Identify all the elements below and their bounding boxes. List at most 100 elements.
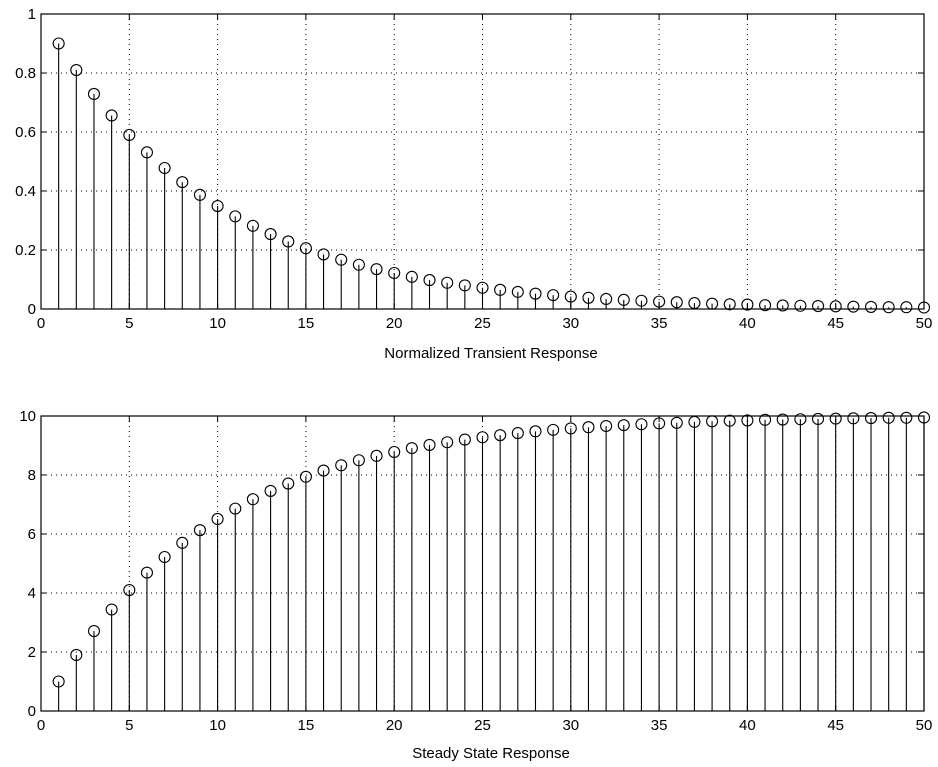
steady-state-marker bbox=[441, 436, 454, 449]
steady-state-marker bbox=[864, 412, 878, 425]
steady-state-marker bbox=[176, 536, 189, 549]
transient-marker bbox=[476, 281, 489, 294]
transient-marker bbox=[52, 37, 65, 50]
transient-marker bbox=[582, 291, 595, 304]
transient-marker bbox=[847, 300, 860, 313]
steady-state-marker bbox=[123, 583, 136, 597]
transient-marker bbox=[405, 270, 418, 283]
steady-state-marker bbox=[70, 648, 83, 662]
transient-marker bbox=[741, 298, 754, 311]
steady-state-xlabel: Steady State Response bbox=[412, 745, 570, 762]
steady-state-marker bbox=[299, 470, 312, 483]
transient-marker bbox=[529, 287, 542, 300]
steady-state-xtick-label: 30 bbox=[562, 717, 579, 734]
steady-state-marker bbox=[476, 431, 489, 444]
steady-state-marker bbox=[847, 412, 860, 425]
steady-state-marker bbox=[264, 484, 277, 497]
transient-marker bbox=[776, 299, 789, 312]
steady-state-marker bbox=[547, 423, 560, 436]
transient-xtick-label: 30 bbox=[562, 315, 579, 332]
transient-marker bbox=[564, 290, 577, 303]
transient-xtick-label: 50 bbox=[916, 315, 933, 332]
transient-xtick-label: 40 bbox=[739, 315, 756, 332]
steady-state-ytick-label: 0 bbox=[28, 703, 36, 720]
transient-xtick-label: 0 bbox=[37, 315, 45, 332]
transient-xtick-label: 20 bbox=[386, 315, 403, 332]
steady-state-xtick-label: 25 bbox=[474, 717, 491, 734]
steady-state-marker bbox=[193, 524, 206, 537]
transient-marker bbox=[176, 176, 189, 189]
transient-marker bbox=[423, 274, 436, 287]
steady-state-marker bbox=[882, 411, 895, 424]
transient-marker bbox=[547, 289, 560, 302]
transient-response-plot: Normalized Transient Response 0 5 10 15 20 25… bbox=[15, 6, 932, 362]
steady-state-marker bbox=[759, 413, 772, 426]
transient-marker bbox=[600, 292, 613, 306]
transient-marker bbox=[900, 301, 913, 314]
transient-xtick-label: 10 bbox=[209, 315, 226, 332]
transient-marker bbox=[158, 161, 171, 175]
steady-state-xtick-label: 35 bbox=[651, 717, 668, 734]
transient-marker bbox=[388, 266, 401, 280]
steady-state-response-plot: Steady State Response 0 5 10 15 20 25 30 35 40 45… bbox=[19, 408, 932, 762]
transient-xtick-label: 5 bbox=[125, 315, 133, 332]
transient-xtick-label: 25 bbox=[474, 315, 491, 332]
transient-marker bbox=[723, 298, 736, 311]
steady-state-marker bbox=[52, 675, 65, 688]
steady-state-marker bbox=[511, 427, 524, 440]
steady-state-marker bbox=[635, 418, 648, 431]
transient-marker bbox=[794, 299, 807, 312]
steady-state-marker bbox=[282, 477, 295, 490]
transient-marker bbox=[882, 301, 895, 314]
transient-marker bbox=[299, 242, 312, 255]
steady-state-marker bbox=[900, 411, 913, 424]
steady-state-marker bbox=[211, 512, 224, 526]
steady-state-marker bbox=[670, 416, 683, 429]
transient-marker bbox=[494, 283, 507, 296]
steady-state-xtick-label: 15 bbox=[298, 717, 315, 734]
transient-marker bbox=[441, 276, 454, 289]
steady-state-marker bbox=[494, 429, 507, 442]
steady-state-marker bbox=[335, 459, 348, 472]
transient-ytick-label: 0.2 bbox=[15, 242, 36, 259]
transient-xlabel: Normalized Transient Response bbox=[384, 345, 597, 362]
steady-state-marker bbox=[370, 449, 383, 462]
steady-state-marker bbox=[140, 566, 154, 579]
transient-marker bbox=[458, 279, 471, 292]
steady-state-marker bbox=[811, 412, 825, 426]
transient-marker bbox=[759, 299, 772, 312]
transient-marker bbox=[511, 285, 524, 298]
transient-xtick-label: 15 bbox=[298, 315, 315, 332]
steady-state-ytick-label: 10 bbox=[19, 408, 36, 425]
steady-state-marker bbox=[423, 438, 436, 451]
transient-xtick-label: 35 bbox=[651, 315, 668, 332]
transient-ytick-label: 1 bbox=[28, 6, 36, 23]
transient-marker bbox=[229, 210, 242, 223]
steady-state-xtick-label: 45 bbox=[827, 717, 844, 734]
transient-marker bbox=[282, 235, 295, 248]
steady-state-marker bbox=[405, 442, 418, 455]
steady-state-marker bbox=[229, 502, 242, 515]
transient-marker bbox=[317, 248, 330, 261]
steady-state-xtick-label: 10 bbox=[209, 717, 226, 734]
steady-state-marker bbox=[529, 425, 542, 438]
transient-marker bbox=[370, 263, 383, 276]
transient-marker bbox=[87, 87, 101, 100]
steady-state-xtick-label: 0 bbox=[37, 717, 45, 734]
transient-marker bbox=[670, 296, 683, 309]
transient-marker bbox=[105, 109, 118, 122]
steady-state-ytick-label: 6 bbox=[28, 526, 36, 543]
steady-state-marker bbox=[246, 493, 259, 506]
steady-state-marker bbox=[617, 419, 630, 432]
transient-marker bbox=[829, 300, 842, 313]
steady-state-marker bbox=[458, 433, 471, 446]
steady-state-marker bbox=[105, 603, 118, 616]
transient-ytick-label: 0.4 bbox=[15, 183, 36, 200]
steady-state-marker bbox=[794, 413, 807, 426]
transient-ytick-label: 0.8 bbox=[15, 65, 36, 82]
steady-state-marker bbox=[829, 412, 842, 425]
transient-marker bbox=[617, 293, 630, 306]
transient-ytick-label: 0 bbox=[28, 301, 36, 318]
steady-state-marker bbox=[723, 414, 736, 427]
